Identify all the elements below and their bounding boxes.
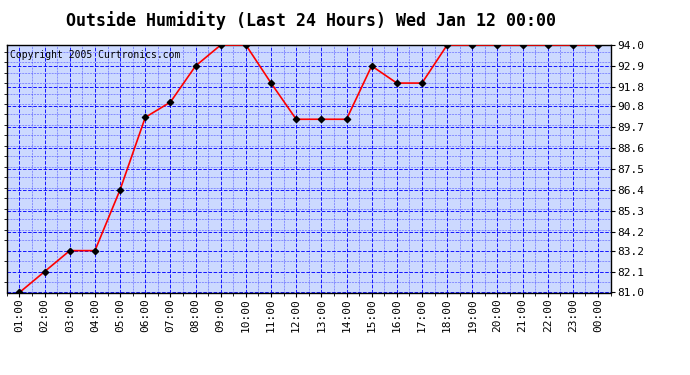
Point bbox=[341, 116, 352, 122]
Point bbox=[64, 248, 75, 254]
Point bbox=[542, 42, 553, 48]
Point bbox=[391, 80, 402, 86]
Point bbox=[316, 116, 327, 122]
Text: Outside Humidity (Last 24 Hours) Wed Jan 12 00:00: Outside Humidity (Last 24 Hours) Wed Jan… bbox=[66, 11, 555, 30]
Point bbox=[240, 42, 251, 48]
Point bbox=[115, 187, 126, 193]
Point bbox=[140, 114, 151, 120]
Text: Copyright 2005 Curtronics.com: Copyright 2005 Curtronics.com bbox=[10, 50, 180, 60]
Point bbox=[165, 99, 176, 105]
Point bbox=[290, 116, 302, 122]
Point bbox=[215, 42, 226, 48]
Point bbox=[466, 42, 477, 48]
Point bbox=[14, 290, 25, 296]
Point bbox=[366, 63, 377, 69]
Point bbox=[39, 268, 50, 274]
Point bbox=[442, 42, 453, 48]
Point bbox=[593, 42, 604, 48]
Point bbox=[190, 63, 201, 69]
Point bbox=[492, 42, 503, 48]
Point bbox=[417, 80, 428, 86]
Point bbox=[266, 80, 277, 86]
Point bbox=[517, 42, 528, 48]
Point bbox=[567, 42, 578, 48]
Point bbox=[90, 248, 101, 254]
